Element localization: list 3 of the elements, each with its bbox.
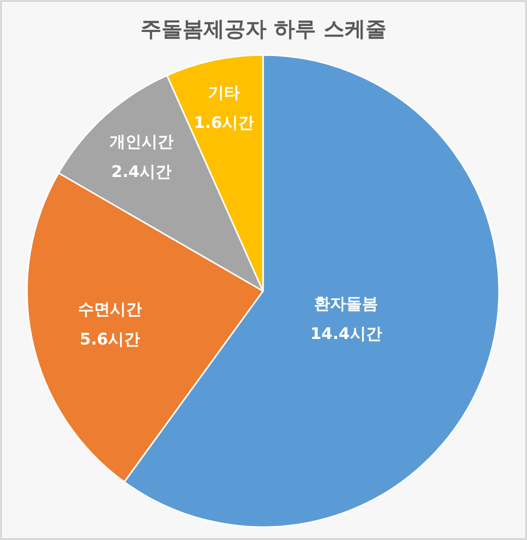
data-label: 5.6시간 bbox=[80, 330, 140, 349]
chart-title: 주돌봄제공자 하루 스케줄 bbox=[140, 17, 386, 41]
slice-label: 수면시간 bbox=[78, 300, 142, 319]
